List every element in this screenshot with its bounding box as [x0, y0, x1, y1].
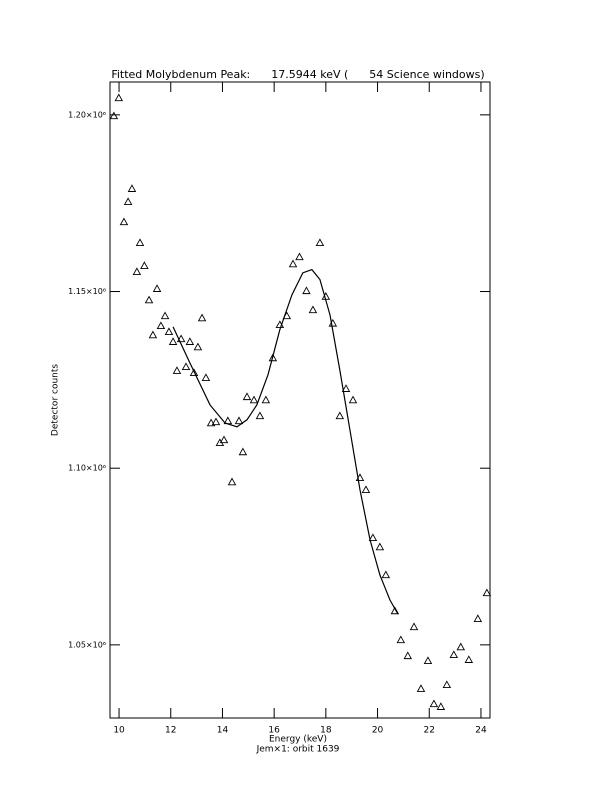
data-point — [189, 368, 199, 377]
data-point — [164, 327, 174, 336]
data-point — [255, 411, 265, 420]
data-point — [409, 622, 419, 631]
data-point — [227, 477, 237, 486]
data-point — [234, 416, 244, 425]
data-point — [193, 342, 203, 351]
data-point — [156, 321, 166, 330]
x-tick-label: 22 — [424, 726, 435, 736]
data-point — [211, 417, 221, 426]
data-point — [172, 366, 182, 374]
x-tick-label: 24 — [475, 726, 487, 736]
data-point — [396, 635, 406, 644]
data-point — [381, 570, 391, 579]
x-tick-label: 18 — [320, 726, 332, 736]
data-point — [160, 311, 170, 320]
data-point — [302, 286, 311, 295]
x-tick-label: 10 — [113, 726, 125, 736]
x-tick-label: 20 — [372, 726, 384, 736]
data-point — [249, 395, 259, 404]
data-point — [144, 295, 154, 304]
data-point — [442, 680, 452, 689]
y-axis-label: Detector counts — [51, 364, 61, 436]
data-point — [152, 284, 162, 292]
data-point — [219, 435, 229, 444]
y-tick-label: 1.05×10⁶ — [68, 640, 106, 649]
subtitle: Jem×1: orbit 1639 — [256, 745, 340, 755]
x-tick-label: 12 — [165, 726, 176, 736]
data-point — [201, 373, 211, 381]
chart-title: Fitted Molybdenum Peak: 17.5944 keV ( 54… — [111, 68, 484, 81]
data-point — [242, 392, 252, 401]
data-point — [127, 184, 137, 192]
data-point — [132, 267, 142, 275]
data-point — [464, 655, 474, 663]
data-point — [308, 305, 318, 314]
data-point — [375, 542, 385, 551]
y-tick-label: 1.10×10⁶ — [68, 464, 106, 473]
x-axis-label: Energy (keV) — [269, 735, 327, 745]
data-point — [123, 197, 133, 206]
data-point — [416, 684, 426, 692]
data-point — [335, 411, 345, 420]
data-point — [197, 313, 207, 322]
data-point — [261, 395, 271, 404]
data-point — [449, 650, 459, 659]
x-tick-label: 16 — [268, 726, 280, 736]
data-point — [482, 588, 492, 597]
data-point — [288, 259, 298, 268]
data-point — [140, 261, 149, 269]
data-point — [148, 330, 158, 339]
data-point — [403, 651, 413, 660]
data-point — [315, 238, 325, 247]
data-point — [341, 384, 351, 392]
data-point — [361, 485, 371, 493]
data-point — [429, 699, 439, 708]
data-point — [185, 337, 195, 345]
y-tick-label: 1.20×10⁶ — [68, 110, 106, 119]
data-point — [436, 702, 446, 710]
fit-line — [172, 268, 399, 615]
data-point — [109, 111, 119, 120]
data-point — [135, 238, 145, 247]
data-point — [238, 447, 248, 456]
data-point — [176, 334, 186, 343]
data-point — [348, 395, 358, 404]
x-tick-label: 14 — [217, 726, 229, 736]
data-point — [119, 217, 129, 226]
data-point — [456, 642, 466, 651]
data-point — [423, 656, 433, 665]
data-point — [473, 614, 483, 622]
y-tick-label: 1.15×10⁶ — [68, 287, 106, 296]
plot-frame — [109, 81, 491, 719]
data-point — [181, 362, 191, 371]
data-point — [295, 252, 304, 261]
data-point — [168, 337, 178, 345]
data-point — [114, 93, 124, 102]
data-point — [268, 353, 278, 362]
data-point — [206, 418, 216, 427]
data-point — [368, 533, 378, 542]
